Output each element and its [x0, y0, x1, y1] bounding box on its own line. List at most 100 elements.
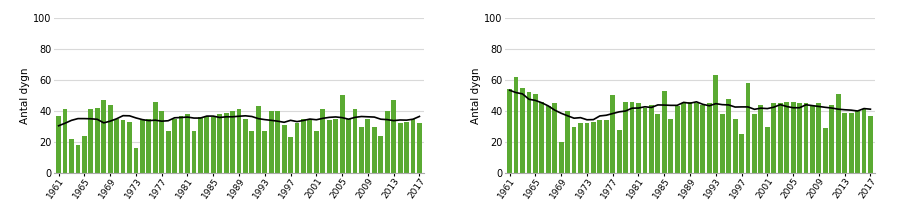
Bar	[320, 109, 326, 173]
Bar	[56, 116, 61, 173]
Bar	[62, 109, 68, 173]
Bar	[797, 103, 802, 173]
Bar	[385, 111, 390, 173]
Bar	[636, 103, 641, 173]
Bar	[707, 103, 712, 173]
Bar	[262, 131, 267, 173]
Bar	[694, 103, 699, 173]
Bar	[784, 102, 789, 173]
Bar	[359, 127, 364, 173]
Bar	[275, 111, 281, 173]
Bar	[288, 137, 293, 173]
Bar	[211, 117, 216, 173]
Bar	[810, 106, 815, 173]
Bar	[160, 111, 164, 173]
Bar	[404, 122, 409, 173]
Bar	[301, 119, 306, 173]
Bar	[417, 123, 422, 173]
Y-axis label: Antal dygn: Antal dygn	[20, 67, 30, 124]
Bar	[558, 142, 564, 173]
Bar	[295, 123, 299, 173]
Bar	[256, 106, 261, 173]
Bar	[572, 127, 576, 173]
Bar	[687, 102, 693, 173]
Bar	[552, 103, 557, 173]
Bar	[391, 100, 396, 173]
Bar	[732, 119, 738, 173]
Bar	[713, 75, 718, 173]
Bar	[314, 131, 318, 173]
Bar	[591, 122, 596, 173]
Bar	[597, 120, 603, 173]
Bar	[166, 131, 170, 173]
Bar	[701, 105, 705, 173]
Bar	[527, 92, 531, 173]
Bar	[507, 89, 512, 173]
Bar	[765, 127, 769, 173]
Bar	[566, 111, 570, 173]
Bar	[191, 131, 197, 173]
Bar	[533, 94, 538, 173]
Bar	[101, 100, 106, 173]
Bar	[520, 88, 525, 173]
Bar	[771, 103, 777, 173]
Bar	[378, 136, 383, 173]
Bar	[217, 114, 222, 173]
Bar	[76, 145, 80, 173]
Bar	[539, 102, 544, 173]
Bar	[152, 102, 158, 173]
Bar	[172, 119, 177, 173]
Bar	[842, 113, 847, 173]
Bar	[849, 113, 853, 173]
Bar	[250, 131, 254, 173]
Bar	[333, 119, 338, 173]
Bar	[752, 114, 757, 173]
Bar	[82, 136, 87, 173]
Bar	[88, 109, 93, 173]
Bar	[198, 117, 203, 173]
Bar	[127, 122, 132, 173]
Bar	[623, 102, 628, 173]
Bar	[115, 119, 119, 173]
Bar	[513, 77, 519, 173]
Bar	[611, 95, 615, 173]
Bar	[804, 103, 808, 173]
Bar	[365, 119, 371, 173]
Bar	[617, 130, 621, 173]
Bar	[95, 108, 100, 173]
Bar	[236, 109, 242, 173]
Bar	[185, 114, 190, 173]
Bar	[778, 103, 783, 173]
Bar	[353, 109, 357, 173]
Bar	[107, 105, 113, 173]
Bar	[121, 120, 125, 173]
Bar	[327, 120, 332, 173]
Bar	[829, 105, 834, 173]
Bar	[791, 102, 796, 173]
Bar	[584, 123, 589, 173]
Bar	[855, 111, 860, 173]
Bar	[346, 119, 351, 173]
Bar	[603, 120, 609, 173]
Bar	[668, 119, 673, 173]
Bar	[739, 134, 744, 173]
Bar	[720, 114, 724, 173]
Bar	[546, 106, 551, 173]
Bar	[642, 108, 648, 173]
Bar	[410, 119, 416, 173]
Bar	[179, 116, 183, 173]
Bar	[224, 113, 228, 173]
Bar	[662, 91, 667, 173]
Bar	[861, 109, 867, 173]
Bar	[578, 123, 583, 173]
Bar	[823, 128, 828, 173]
Bar	[340, 95, 345, 173]
Bar	[649, 105, 654, 173]
Bar	[230, 111, 235, 173]
Bar	[836, 94, 841, 173]
Bar	[133, 148, 138, 173]
Bar	[656, 114, 660, 173]
Bar	[372, 127, 377, 173]
Bar	[675, 106, 679, 173]
Bar	[146, 119, 152, 173]
